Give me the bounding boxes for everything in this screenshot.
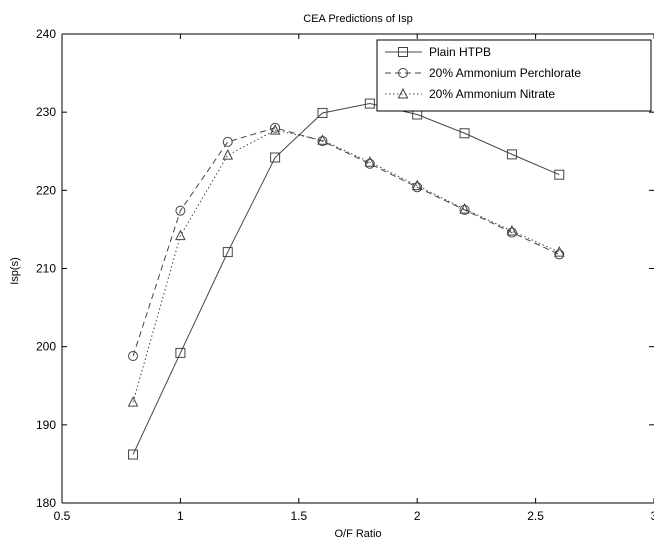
chart-title: CEA Predictions of Isp <box>303 13 412 25</box>
x-tick-label: 1 <box>177 509 184 523</box>
data-point <box>553 245 565 257</box>
data-point <box>459 128 470 139</box>
legend-label: Plain HTPB <box>429 45 491 59</box>
y-tick-label: 240 <box>36 27 56 41</box>
data-point <box>317 107 328 118</box>
series-plain-htpb <box>128 98 565 460</box>
data-point <box>411 179 423 191</box>
data-point <box>222 149 234 160</box>
legend-marker <box>398 47 408 57</box>
y-tick-label: 210 <box>36 262 56 276</box>
series-line <box>132 103 560 455</box>
legend-item: 20% Ammonium Nitrate <box>385 87 555 101</box>
data-point <box>459 204 470 215</box>
data-point <box>364 98 375 109</box>
series-line <box>132 129 560 403</box>
data-point <box>175 205 186 216</box>
y-tick-label: 200 <box>36 340 56 354</box>
data-point <box>270 122 281 133</box>
data-point <box>222 136 233 147</box>
legend-item: 20% Ammonium Perchlorate <box>385 66 581 80</box>
y-tick-label: 180 <box>36 496 56 510</box>
legend: Plain HTPB 20% Ammonium Perchlorate 20% Am… <box>376 39 652 112</box>
data-point <box>269 124 281 135</box>
data-point <box>128 351 139 362</box>
x-tick-label: 0.5 <box>54 509 71 523</box>
y-tick-label: 220 <box>36 183 56 197</box>
data-point <box>554 169 565 180</box>
x-axis-label: O/F Ratio <box>334 528 381 540</box>
y-axis-label: Isp(s) <box>9 257 21 285</box>
legend-label: 20% Ammonium Nitrate <box>429 87 555 101</box>
data-point <box>459 202 470 214</box>
y-tick-label: 230 <box>36 105 56 119</box>
legend-item: Plain HTPB <box>385 45 491 59</box>
data-point <box>412 182 423 193</box>
data-point <box>506 224 518 236</box>
y-tick-label: 190 <box>36 418 56 432</box>
x-tick-label: 2 <box>414 509 421 523</box>
data-point <box>554 249 565 260</box>
series-20-ammonium-perchlorate <box>128 122 565 362</box>
data-point <box>364 156 376 167</box>
x-tick-label: 2.5 <box>527 509 544 523</box>
data-point <box>317 136 328 147</box>
legend-label: 20% Ammonium Perchlorate <box>429 66 581 80</box>
data-point <box>175 347 186 358</box>
x-tick-label: 3 <box>651 509 654 523</box>
series-line <box>132 127 560 357</box>
data-point <box>364 158 375 169</box>
legend-marker <box>398 68 408 78</box>
legend-marker <box>397 87 409 99</box>
series-20-ammonium-nitrate <box>127 124 565 407</box>
legend-box <box>376 39 652 112</box>
data-point <box>127 396 139 407</box>
data-point <box>175 229 186 241</box>
data-point <box>506 227 517 238</box>
plot-area: 0.5 1 1.5 2 2.5 3 180 190 200 210 220 230 240 Plain H… <box>36 27 654 523</box>
data-point <box>506 149 517 160</box>
data-point <box>222 247 233 258</box>
data-point <box>128 449 139 460</box>
x-tick-label: 1.5 <box>290 509 307 523</box>
data-point <box>317 134 328 145</box>
data-point <box>270 152 281 163</box>
